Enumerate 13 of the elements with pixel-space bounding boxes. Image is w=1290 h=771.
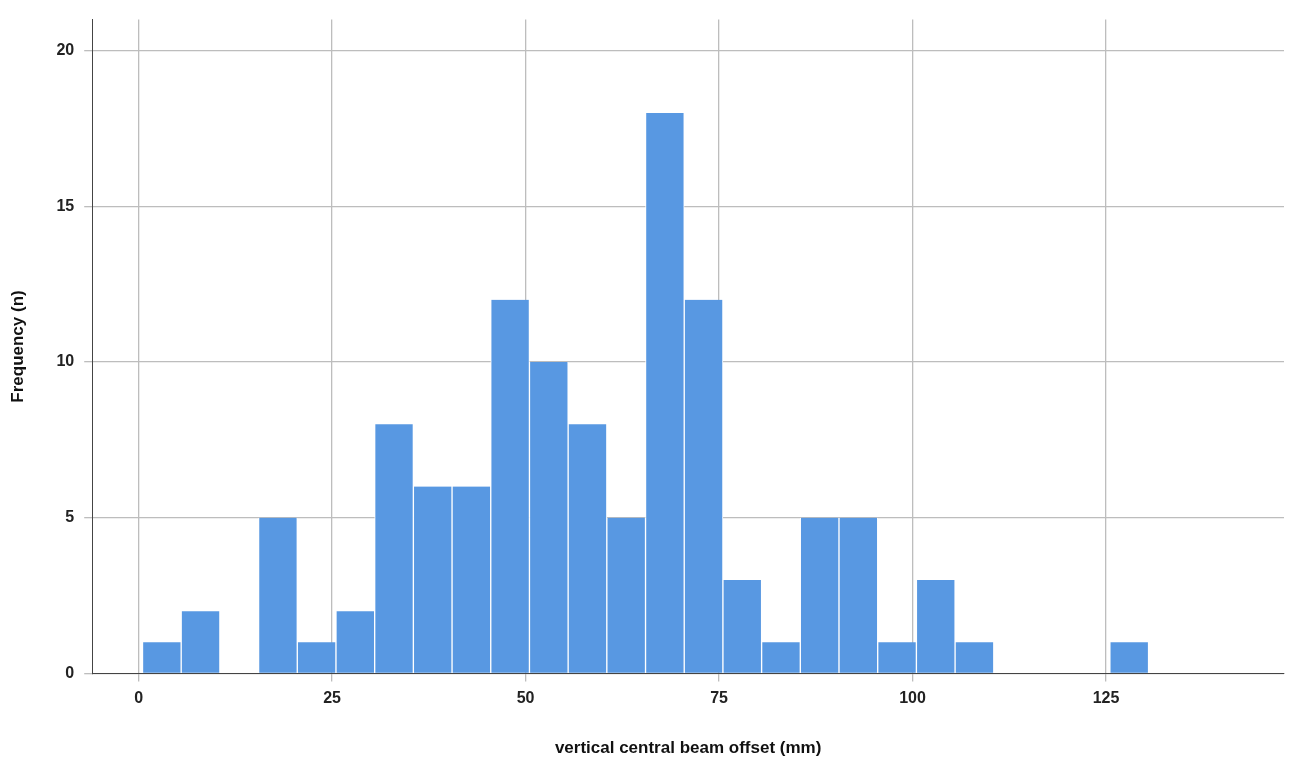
x-tick-label: 0 [134,689,144,707]
x-tick-label: 100 [899,689,926,707]
y-tick-label: 5 [65,508,75,526]
x-tick-label: 125 [1092,689,1120,707]
x-axis-title: vertical central beam offset (mm) [554,738,822,758]
x-tick-label: 25 [323,689,342,707]
y-tick-label: 15 [56,196,75,214]
y-tick-label: 20 [56,41,75,59]
y-tick-label: 0 [65,663,75,681]
y-tick-label: 10 [56,352,75,370]
x-tick-label: 75 [710,689,729,707]
x-tick-label: 50 [516,689,535,707]
y-axis-title: Frequency (n) [7,290,27,403]
